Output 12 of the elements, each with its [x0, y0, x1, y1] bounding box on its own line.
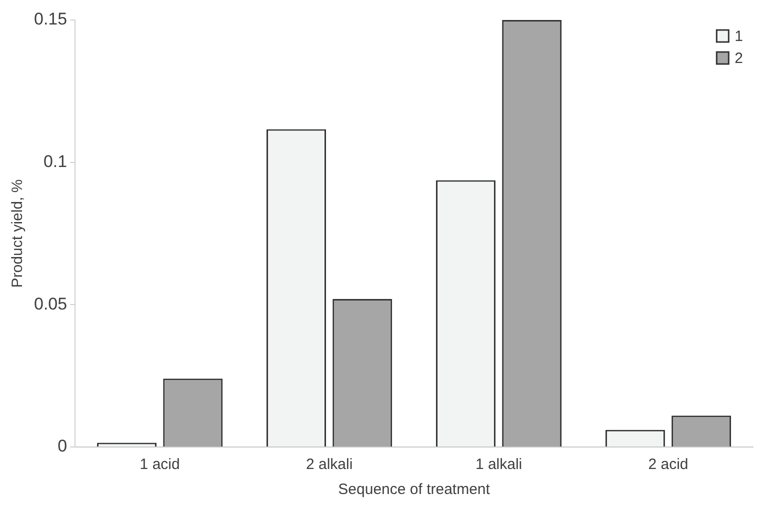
x-tick-label: 1 alkali [475, 456, 522, 474]
x-tick-label: 2 alkali [306, 456, 353, 474]
y-axis-title: Product yield, % [9, 179, 26, 288]
y-tick-label: 0 [58, 436, 68, 456]
y-tick-label: 0.15 [34, 10, 68, 29]
y-tick-label: 0.05 [34, 294, 68, 314]
x-tick-label: 2 acid [648, 456, 688, 474]
legend-label: 2 [734, 50, 743, 68]
x-axis-title: Sequence of treatment [338, 481, 491, 498]
legend-label: 1 [734, 28, 743, 46]
x-tick-label: 1 acid [140, 456, 180, 474]
y-tick-label: 0.1 [43, 152, 68, 172]
